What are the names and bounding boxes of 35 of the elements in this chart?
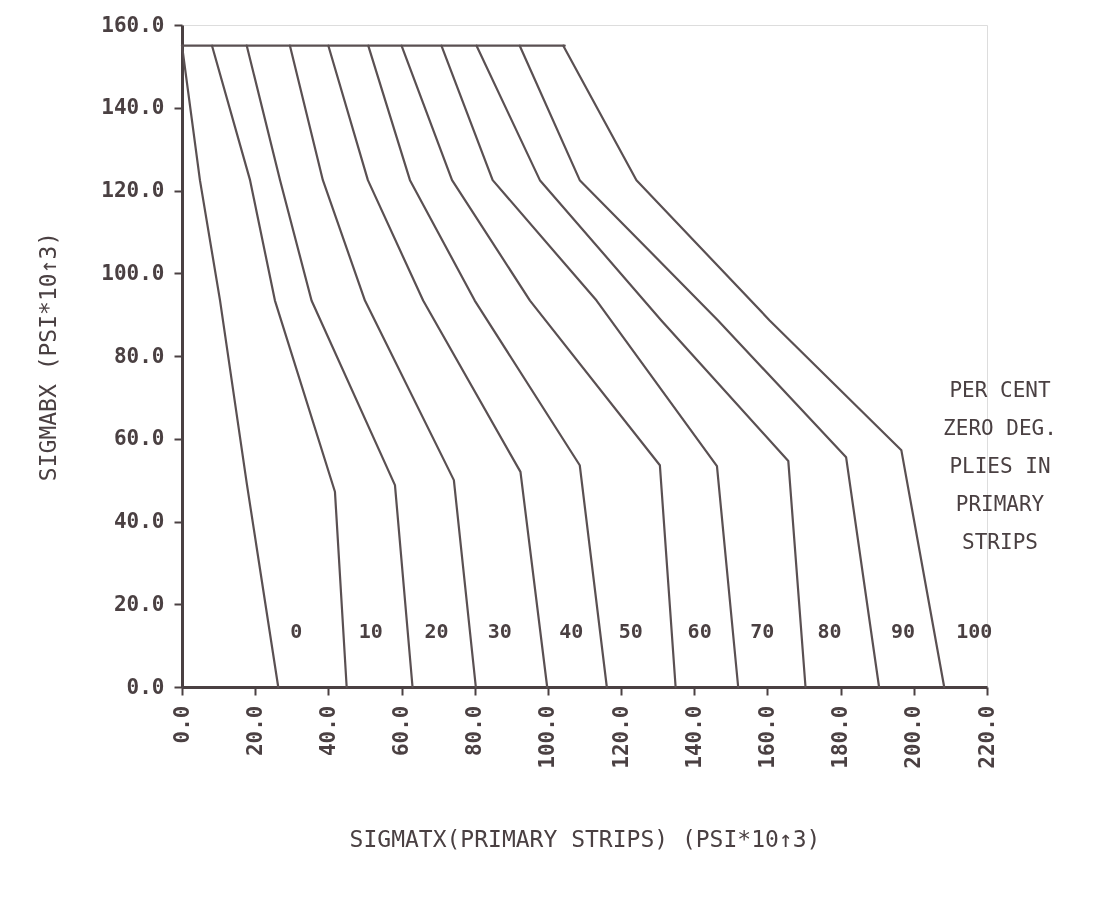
series-label: 40 xyxy=(559,619,584,643)
x-axis-title: SIGMATX(PRIMARY STRIPS) (PSI*10↑3) xyxy=(349,825,821,852)
series-label: 0 xyxy=(290,619,303,643)
series-label: 60 xyxy=(687,619,712,643)
x-tick-label: 0.0 xyxy=(169,705,194,744)
x-tick-label: 200.0 xyxy=(901,705,926,769)
series-label: 50 xyxy=(618,619,643,643)
series-label: 30 xyxy=(487,619,512,643)
y-tick-label: 20.0 xyxy=(113,591,165,616)
y-axis-title: SIGMABX (PSI*10↑3) xyxy=(35,231,62,482)
series-label: 70 xyxy=(750,619,775,643)
x-tick-label: 160.0 xyxy=(754,705,779,769)
x-tick-label: 140.0 xyxy=(681,705,706,769)
annotation: PER CENT ZERO DEG. PLIES IN PRIMARY STRIPS xyxy=(943,378,1057,554)
y-tick-label: 80.0 xyxy=(113,343,165,368)
series-label: 10 xyxy=(358,619,383,643)
series-label: 80 xyxy=(817,619,842,643)
x-tick-label: 180.0 xyxy=(828,705,853,769)
x-tick-label: 40.0 xyxy=(315,705,340,757)
x-tick-label: 100.0 xyxy=(535,705,560,769)
y-tick-label: 160.0 xyxy=(101,12,165,37)
x-tick-label: 80.0 xyxy=(462,705,487,757)
series-label: 100 xyxy=(956,619,993,643)
y-tick-label: 120.0 xyxy=(101,178,165,202)
y-tick-label: 40.0 xyxy=(113,509,165,533)
y-tick-label: 100.0 xyxy=(101,260,165,285)
y-tick-label: 0.0 xyxy=(126,674,165,699)
series-label: 90 xyxy=(891,619,916,643)
y-tick-label: 140.0 xyxy=(101,95,165,120)
series-label: 20 xyxy=(424,619,449,643)
x-tick-label: 120.0 xyxy=(608,705,633,769)
x-tick-label: 20.0 xyxy=(242,705,267,757)
x-tick-label: 60.0 xyxy=(389,705,414,757)
x-tick-label: 220.0 xyxy=(974,705,999,769)
y-tick-label: 60.0 xyxy=(113,426,165,451)
